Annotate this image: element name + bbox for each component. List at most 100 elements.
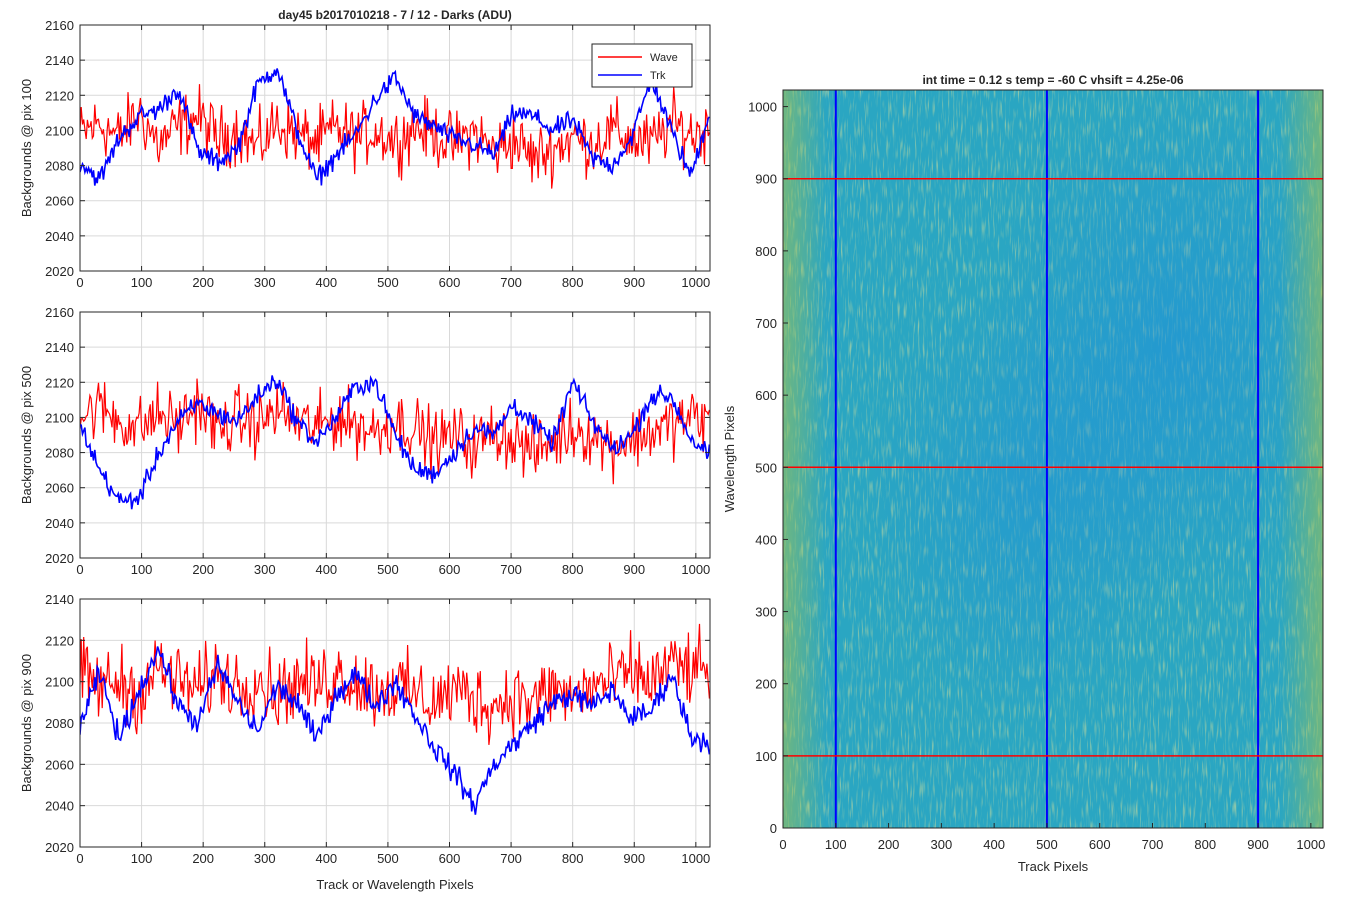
y-tick-label: 2080 bbox=[45, 446, 74, 461]
x-tick-label: 800 bbox=[562, 562, 584, 577]
heatmap-y-tick-label: 300 bbox=[755, 605, 777, 620]
x-tick-label: 500 bbox=[377, 275, 399, 290]
x-tick-label: 100 bbox=[131, 275, 153, 290]
y-tick-label: 2080 bbox=[45, 159, 74, 174]
x-tick-label: 700 bbox=[500, 851, 522, 866]
heatmap-y-tick-label: 700 bbox=[755, 316, 777, 331]
heatmap-axes: int time = 0.12 s temp = -60 C vhsift = … bbox=[722, 73, 1325, 874]
series-line-trk bbox=[80, 646, 710, 815]
y-tick-label: 2020 bbox=[45, 264, 74, 279]
y-axis-label: Backgrounds @ pix 100 bbox=[19, 79, 34, 217]
x-tick-label: 100 bbox=[131, 851, 153, 866]
heatmap-markers bbox=[783, 90, 1323, 828]
heatmap-frame bbox=[782, 89, 1324, 829]
subplot-pix-900: 0 100 200 300 400 500 600 700 800 900 1000 2020 2040… bbox=[19, 592, 711, 892]
x-tick-label: 300 bbox=[254, 275, 276, 290]
axes-ticks: 0 100 200 300 400 500 600 700 800 900 1000 2020 2040… bbox=[45, 305, 710, 577]
heatmap-image bbox=[783, 90, 1323, 828]
heatmap-y-tick-label: 200 bbox=[755, 677, 777, 692]
heatmap-edges bbox=[783, 90, 1323, 828]
x-tick-label: 900 bbox=[623, 851, 645, 866]
heatmap-x-tick-label: 900 bbox=[1247, 837, 1269, 852]
heatmap-xlabel: Track Pixels bbox=[1018, 859, 1089, 874]
legend-label-trk: Trk bbox=[650, 70, 666, 82]
heatmap-x-tick-label: 300 bbox=[931, 837, 953, 852]
x-tick-label: 1000 bbox=[681, 851, 710, 866]
subplot-pix-100: 0 100 200 300 400 500 600 700 800 900 1000 2020 2040… bbox=[19, 18, 711, 290]
legend-box bbox=[591, 43, 693, 88]
legend-label-wave: Wave bbox=[650, 52, 678, 64]
x-tick-label: 200 bbox=[192, 851, 214, 866]
series-line-wave bbox=[80, 623, 710, 745]
heatmap-ylabel: Wavelength Pixels bbox=[722, 405, 737, 512]
figure-suptitle: day45 b2017010218 - 7 / 12 - Darks (ADU) bbox=[278, 8, 511, 22]
x-tick-label: 900 bbox=[623, 562, 645, 577]
heatmap-ticks: 0 100 200 300 400 500 600 700 800 900 1000 0 100 200 3… bbox=[748, 100, 1325, 852]
y-tick-label: 2160 bbox=[45, 18, 74, 33]
y-tick-label: 2120 bbox=[45, 375, 74, 390]
y-tick-label: 2140 bbox=[45, 53, 74, 68]
axes-frame bbox=[79, 24, 711, 272]
x-tick-label: 200 bbox=[192, 275, 214, 290]
x-axis-label: Track or Wavelength Pixels bbox=[316, 877, 474, 892]
y-tick-label: 2100 bbox=[45, 123, 74, 138]
axes-ticks: 0 100 200 300 400 500 600 700 800 900 1000 2020 2040… bbox=[45, 592, 710, 866]
y-tick-label: 2020 bbox=[45, 551, 74, 566]
subplot-pix-500: 0 100 200 300 400 500 600 700 800 900 1000 2020 2040… bbox=[19, 305, 711, 577]
axes-ticks: 0 100 200 300 400 500 600 700 800 900 1000 2020 2040… bbox=[45, 18, 710, 290]
y-tick-label: 2120 bbox=[45, 633, 74, 648]
x-tick-label: 800 bbox=[562, 275, 584, 290]
y-tick-label: 2060 bbox=[45, 757, 74, 772]
heatmap-title: int time = 0.12 s temp = -60 C vhsift = … bbox=[922, 73, 1183, 87]
x-tick-label: 500 bbox=[377, 851, 399, 866]
y-tick-label: 2040 bbox=[45, 516, 74, 531]
axes-frame bbox=[79, 311, 711, 559]
y-tick-label: 2100 bbox=[45, 675, 74, 690]
heatmap-x-tick-label: 1000 bbox=[1296, 837, 1325, 852]
x-tick-label: 300 bbox=[254, 562, 276, 577]
x-tick-label: 0 bbox=[76, 562, 83, 577]
y-tick-label: 2040 bbox=[45, 799, 74, 814]
heatmap-y-tick-label: 900 bbox=[755, 172, 777, 187]
heatmap-x-tick-label: 700 bbox=[1142, 837, 1164, 852]
y-axis-label: Backgrounds @ pix 900 bbox=[19, 654, 34, 792]
y-tick-label: 2040 bbox=[45, 229, 74, 244]
y-tick-label: 2120 bbox=[45, 88, 74, 103]
grid-lines bbox=[79, 598, 710, 848]
y-tick-label: 2060 bbox=[45, 481, 74, 496]
x-tick-label: 800 bbox=[562, 851, 584, 866]
y-tick-label: 2160 bbox=[45, 305, 74, 320]
heatmap-x-tick-label: 200 bbox=[878, 837, 900, 852]
x-tick-label: 100 bbox=[131, 562, 153, 577]
x-tick-label: 600 bbox=[439, 562, 461, 577]
y-tick-label: 2140 bbox=[45, 340, 74, 355]
x-tick-label: 500 bbox=[377, 562, 399, 577]
series-line-trk bbox=[80, 68, 710, 186]
x-tick-label: 0 bbox=[76, 275, 83, 290]
heatmap-y-tick-label: 500 bbox=[755, 460, 777, 475]
y-tick-label: 2020 bbox=[45, 840, 74, 855]
x-tick-label: 400 bbox=[315, 275, 337, 290]
x-tick-label: 400 bbox=[315, 562, 337, 577]
heatmap-y-tick-label: 1000 bbox=[748, 100, 777, 115]
x-tick-label: 700 bbox=[500, 562, 522, 577]
x-tick-label: 1000 bbox=[681, 562, 710, 577]
series-line-wave bbox=[80, 84, 710, 189]
heatmap-y-tick-label: 800 bbox=[755, 244, 777, 259]
y-tick-label: 2080 bbox=[45, 716, 74, 731]
y-tick-label: 2140 bbox=[45, 592, 74, 607]
heatmap-y-tick-label: 100 bbox=[755, 749, 777, 764]
legend: Wave Trk bbox=[591, 43, 693, 88]
grid-lines bbox=[79, 311, 710, 559]
x-tick-label: 700 bbox=[500, 275, 522, 290]
x-tick-label: 300 bbox=[254, 851, 276, 866]
x-tick-label: 600 bbox=[439, 275, 461, 290]
x-tick-label: 200 bbox=[192, 562, 214, 577]
x-tick-label: 900 bbox=[623, 275, 645, 290]
heatmap-y-tick-label: 400 bbox=[755, 532, 777, 547]
heatmap-y-tick-label: 0 bbox=[770, 821, 777, 836]
heatmap-x-tick-label: 100 bbox=[825, 837, 847, 852]
heatmap-x-tick-label: 600 bbox=[1089, 837, 1111, 852]
heatmap-x-tick-label: 400 bbox=[983, 837, 1005, 852]
